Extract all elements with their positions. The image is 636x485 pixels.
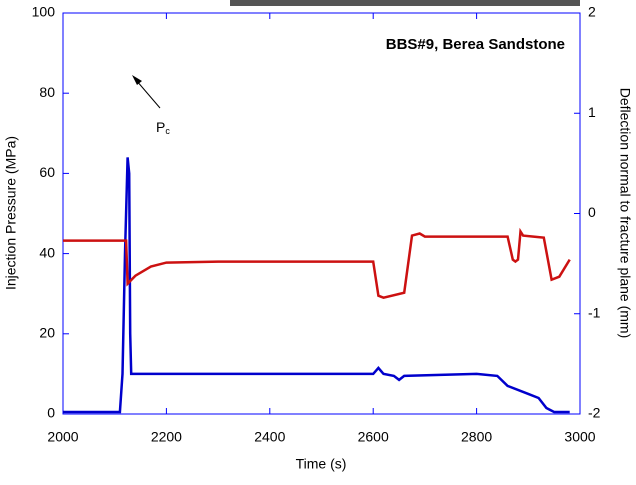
x-tick-label: 2200 (151, 429, 182, 445)
chart-title: BBS#9, Berea Sandstone (386, 36, 565, 53)
x-tick-label: 2800 (461, 429, 492, 445)
annotation-subscript: c (165, 126, 170, 136)
y-tick-label: 60 (39, 164, 55, 180)
y-tick-label: 0 (47, 405, 55, 421)
y2-tick-label: 2 (588, 4, 596, 20)
data-line (63, 227, 571, 300)
y-tick-label: 100 (32, 4, 56, 20)
y-axis-label: Injection Pressure (MPa) (3, 136, 19, 290)
y2-tick-label: -2 (588, 405, 601, 421)
y2-tick-label: 1 (588, 104, 596, 120)
y-tick-label: 20 (39, 325, 55, 341)
y-tick-label: 80 (39, 84, 55, 100)
x-tick-label: 3000 (564, 429, 595, 445)
annotation-arrow (135, 79, 161, 109)
y-tick-label: 40 (39, 244, 55, 260)
x-axis-label: Time (s) (296, 456, 347, 472)
x-tick-label: 2600 (358, 429, 389, 445)
y2-tick-label: 0 (588, 204, 596, 220)
x-tick-label: 2000 (47, 429, 78, 445)
y2-tick-label: -1 (588, 304, 601, 320)
y2-axis-label: Deflection normal to fracture plane (mm) (617, 88, 633, 339)
photo-strip (230, 0, 580, 6)
data-line (63, 157, 570, 414)
annotation: Pc (156, 119, 170, 137)
x-tick-label: 2400 (254, 429, 285, 445)
annotation-arrowhead (132, 75, 142, 85)
plot-frame (62, 12, 581, 415)
annotation-text: P (156, 119, 165, 135)
